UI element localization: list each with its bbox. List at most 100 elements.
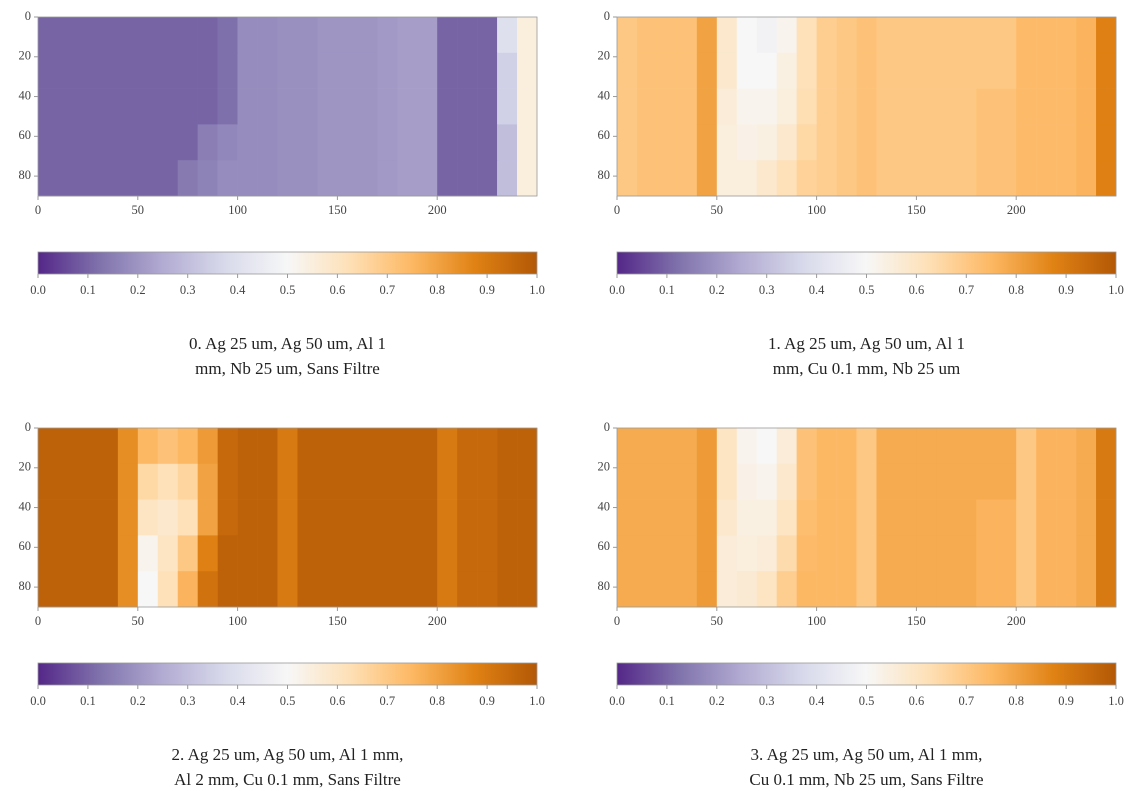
heatmap-cell [676, 17, 698, 54]
heatmap-cell [836, 499, 857, 536]
heatmap-cell [77, 428, 99, 465]
heatmap-cell [1076, 160, 1097, 197]
heatmap-cell [756, 499, 777, 536]
heatmap-cell [397, 428, 418, 465]
heatmap-cell [956, 428, 977, 465]
colorbar-tick-label: 0.9 [479, 283, 495, 297]
heatmap-cell [417, 88, 438, 125]
heatmap-cell [1016, 124, 1037, 161]
y-tick-label: 40 [598, 499, 611, 513]
heatmap-cell [1036, 88, 1057, 125]
colorbar [37, 251, 538, 275]
heatmap-cell [157, 571, 179, 608]
heatmap-cell [417, 17, 438, 54]
caption: mm, Nb 25 um, Sans Filtre [195, 359, 380, 378]
heatmap-cell [1016, 52, 1037, 89]
colorbar-tick-label: 0.1 [659, 694, 675, 708]
heatmap-cell [157, 428, 179, 465]
heatmap-cell [856, 463, 877, 500]
heatmap-cell [237, 463, 258, 500]
heatmap-cell [776, 463, 797, 500]
x-tick-label: 200 [428, 203, 447, 217]
heatmap-cell [397, 52, 418, 89]
heatmap-cell [1096, 571, 1117, 608]
heatmap-cell [876, 535, 897, 572]
x-tick-label: 150 [328, 203, 347, 217]
heatmap-cell [656, 124, 678, 161]
heatmap-cell [217, 463, 238, 500]
heatmap-cell [676, 571, 698, 608]
heatmap-cell [157, 499, 179, 536]
heatmap-cell [936, 463, 957, 500]
heatmap-cell [936, 160, 957, 197]
heatmap-cell [676, 499, 698, 536]
heatmap-cell [896, 160, 917, 197]
colorbar-tick-label: 0.6 [909, 283, 925, 297]
y-tick-label: 20 [598, 460, 611, 474]
heatmap-cell [177, 428, 198, 465]
heatmap-cell [457, 88, 478, 125]
heatmap-cell [1076, 463, 1097, 500]
heatmap-cell [916, 463, 937, 500]
heatmap-cell [437, 463, 458, 500]
colorbar-tick-label: 0.2 [130, 694, 146, 708]
heatmap-cell [117, 571, 139, 608]
heatmap-cell [117, 124, 139, 161]
x-tick-label: 100 [228, 614, 247, 628]
x-tick-label: 50 [132, 203, 145, 217]
heatmap-cell [856, 571, 877, 608]
heatmap-cell [177, 499, 198, 536]
heatmap-cell [97, 52, 119, 89]
x-tick-label: 100 [807, 203, 826, 217]
heatmap-cell [617, 428, 638, 465]
heatmap-cell [397, 17, 418, 54]
heatmap-cell [956, 52, 977, 89]
heatmap-cell [237, 571, 258, 608]
heatmap-cell [936, 17, 957, 54]
x-tick-label: 0 [614, 203, 620, 217]
heatmap-cell [916, 535, 937, 572]
heatmap-cell [297, 160, 318, 197]
heatmap-cell [437, 88, 458, 125]
heatmap-cell [397, 124, 418, 161]
heatmap-cell [1056, 463, 1077, 500]
heatmap-cell [277, 52, 298, 89]
heatmap-cell [676, 88, 698, 125]
heatmap-cell [836, 17, 857, 54]
heatmap-cell [417, 428, 438, 465]
heatmap-cell [636, 52, 658, 89]
heatmap-cell [636, 17, 658, 54]
heatmap-cell [636, 535, 658, 572]
caption: 2. Ag 25 um, Ag 50 um, Al 1 mm, [172, 745, 404, 764]
heatmap-cell [776, 17, 797, 54]
heatmap-cell [237, 52, 258, 89]
heatmap-cell [1096, 52, 1117, 89]
heatmap-cell [477, 88, 498, 125]
heatmap-cell [1016, 428, 1037, 465]
heatmap-cell [756, 88, 777, 125]
heatmap-cell [377, 124, 398, 161]
heatmap-cell [1036, 124, 1057, 161]
heatmap-cell [77, 535, 99, 572]
heatmap-cell [497, 428, 518, 465]
heatmap-cell [896, 88, 917, 125]
heatmap-cell [876, 88, 897, 125]
colorbar-tick-label: 0.2 [709, 694, 725, 708]
y-tick-label: 20 [598, 49, 611, 63]
heatmap-cell [756, 17, 777, 54]
colorbar-tick-label: 0.5 [859, 694, 875, 708]
heatmap-cell [976, 428, 997, 465]
heatmap-cell [756, 52, 777, 89]
heatmap-cell [1016, 88, 1037, 125]
heatmap-cell [38, 463, 59, 500]
heatmap-cell [656, 535, 678, 572]
heatmap-cell [217, 124, 238, 161]
heatmap-cell [996, 463, 1017, 500]
heatmap-cell [617, 571, 638, 608]
heatmap-cell [197, 535, 218, 572]
caption: mm, Cu 0.1 mm, Nb 25 um [773, 359, 960, 378]
heatmap-cell [916, 52, 937, 89]
heatmap-cell [517, 124, 538, 161]
heatmap-cell [716, 88, 738, 125]
heatmap-cell [816, 160, 837, 197]
